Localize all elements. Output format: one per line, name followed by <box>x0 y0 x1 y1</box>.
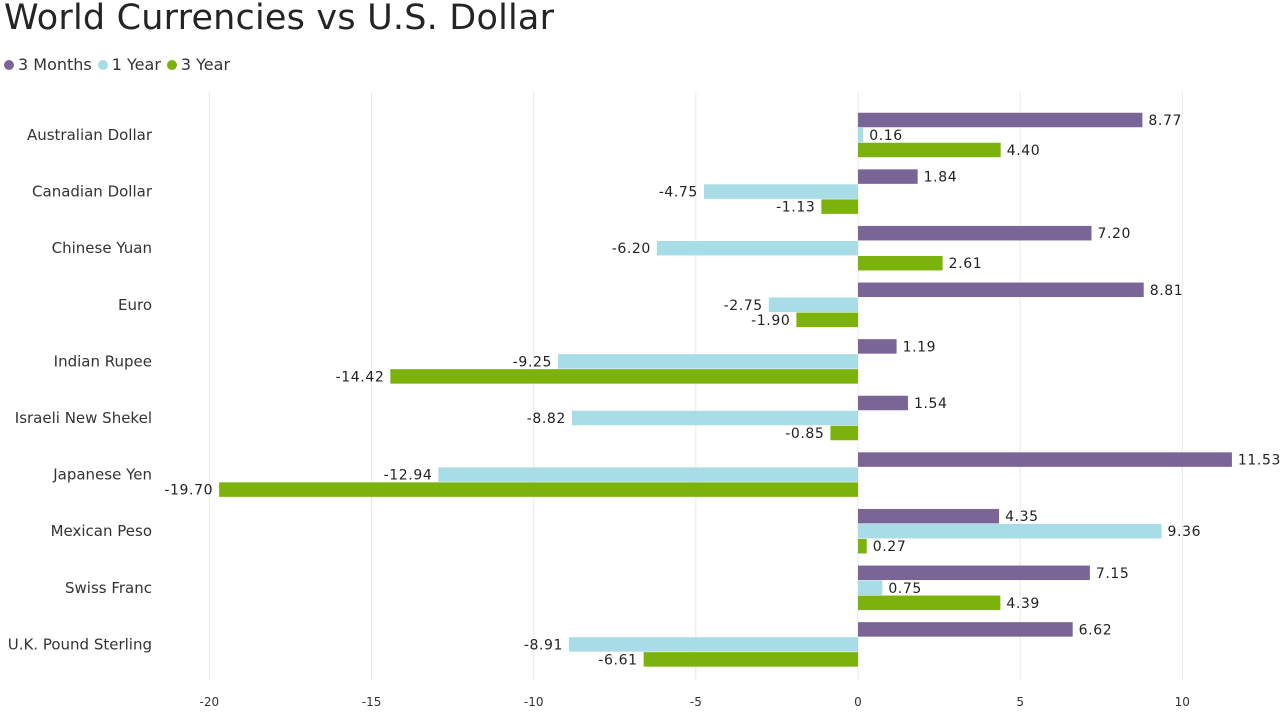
legend-item-3-year[interactable]: 3 Year <box>166 55 231 74</box>
bar-1-year <box>656 240 858 256</box>
data-label: 0.27 <box>873 539 907 555</box>
legend-item-1-year[interactable]: 1 Year <box>97 55 161 74</box>
data-label: 0.16 <box>869 128 903 144</box>
x-tick-label: 10 <box>1175 695 1190 709</box>
category-label: Euro <box>118 296 152 314</box>
data-label: 4.40 <box>1007 143 1041 159</box>
data-label: -8.82 <box>527 411 566 427</box>
data-label: -2.75 <box>724 298 763 314</box>
legend-marker <box>97 59 108 70</box>
x-tick-label: 0 <box>854 695 862 709</box>
bar-3-year <box>858 595 1001 611</box>
data-label: -9.25 <box>513 354 552 370</box>
bar-3-year <box>796 312 858 328</box>
bar-3-year <box>643 652 858 667</box>
bar-3-year <box>390 369 858 384</box>
data-label: 8.81 <box>1150 283 1184 299</box>
bar-3-months <box>858 339 897 354</box>
bar-1-year <box>703 184 858 199</box>
category-label: Canadian Dollar <box>32 183 153 201</box>
chart-title: World Currencies vs U.S. Dollar <box>4 0 555 38</box>
bar-3-months <box>858 225 1092 241</box>
data-label: 4.39 <box>1006 596 1040 612</box>
data-label: -1.90 <box>751 313 790 329</box>
x-tick-label: -5 <box>690 695 702 709</box>
category-label: Swiss Franc <box>65 579 152 597</box>
data-label: 9.36 <box>1168 524 1202 540</box>
bar-3-year <box>858 255 943 271</box>
bar-3-months <box>858 112 1143 128</box>
bar-1-year <box>858 127 864 143</box>
legend-label: 1 Year <box>111 55 161 74</box>
bar-3-year <box>858 538 867 554</box>
data-label: -8.91 <box>524 637 563 653</box>
data-label: 1.19 <box>903 339 937 355</box>
category-label: Japanese Yen <box>52 466 152 484</box>
bar-3-months <box>858 622 1073 637</box>
bar-3-months <box>858 395 908 411</box>
data-label: 8.77 <box>1148 113 1182 129</box>
category-label: Mexican Peso <box>51 522 152 540</box>
x-tick-label: 5 <box>1016 695 1024 709</box>
data-label: -19.70 <box>164 483 213 499</box>
category-label: Israeli New Shekel <box>15 409 152 427</box>
data-label: 1.84 <box>924 170 958 186</box>
data-label: 6.62 <box>1079 622 1113 638</box>
data-label: -6.20 <box>612 241 651 257</box>
bar-3-year <box>858 142 1001 158</box>
bar-1-year <box>438 467 858 482</box>
bar-3-months <box>858 169 918 184</box>
legend-marker <box>4 59 14 70</box>
bar-1-year <box>558 354 858 369</box>
data-label: -14.42 <box>336 369 385 385</box>
x-tick-label: -20 <box>200 695 220 709</box>
legend-item-3-months[interactable]: 3 Months <box>4 55 92 74</box>
x-tick-label: -10 <box>524 695 544 709</box>
data-label: -6.61 <box>598 652 637 668</box>
bar-3-months <box>858 452 1232 467</box>
data-label: 1.54 <box>914 396 948 412</box>
data-label: 11.53 <box>1238 453 1281 469</box>
bar-3-year <box>830 425 858 441</box>
bar-3-months <box>858 508 1000 524</box>
bar-3-months <box>858 282 1144 298</box>
data-label: -0.85 <box>785 426 824 442</box>
legend-label: 3 Months <box>18 55 92 74</box>
category-label: Chinese Yuan <box>52 239 152 257</box>
data-label: -1.13 <box>776 200 815 216</box>
bar-1-year <box>569 637 858 652</box>
chart-legend: 3 Months 1 Year 3 Year <box>4 55 236 74</box>
bar-1-year <box>768 297 858 313</box>
x-tick-label: -15 <box>362 695 382 709</box>
category-label: Indian Rupee <box>54 352 152 370</box>
legend-label: 3 Year <box>180 55 231 74</box>
data-label: 7.20 <box>1097 226 1131 242</box>
bar-3-year <box>219 482 858 497</box>
bar-3-year <box>821 199 858 214</box>
bar-1-year <box>571 410 858 426</box>
data-label: 4.35 <box>1005 509 1039 525</box>
data-label: -12.94 <box>384 468 433 484</box>
bar-3-months <box>858 565 1090 581</box>
data-label: 7.15 <box>1096 566 1130 582</box>
data-label: -4.75 <box>659 185 698 201</box>
data-label: 0.75 <box>888 581 922 597</box>
bar-1-year <box>858 580 883 596</box>
category-label: U.K. Pound Sterling <box>8 635 152 653</box>
bar-1-year <box>858 523 1162 539</box>
data-label: 2.61 <box>949 256 983 272</box>
legend-marker <box>166 59 177 70</box>
category-label: Australian Dollar <box>27 126 153 144</box>
